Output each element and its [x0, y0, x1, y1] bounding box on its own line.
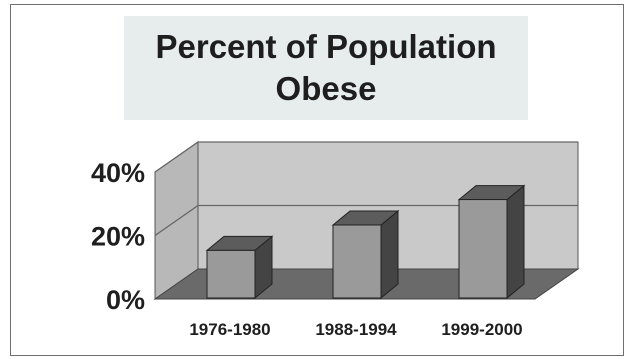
y-tick-label: 0%: [106, 285, 145, 315]
bar-front: [458, 199, 508, 299]
x-category-label: 1976-1980: [189, 320, 270, 339]
bar: [457, 184, 526, 300]
bar: [331, 209, 400, 300]
gridline-side: [154, 141, 199, 173]
gridline-side: [154, 204, 199, 237]
x-category-label: 1999-2000: [441, 320, 522, 339]
y-tick-label: 20%: [91, 222, 145, 252]
chart-title: Percent of Population Obese: [155, 28, 497, 107]
bar-side: [506, 184, 525, 300]
bar-front: [332, 224, 382, 299]
bar: [205, 235, 274, 300]
bar-front: [206, 249, 256, 299]
x-category-label: 1988-1994: [315, 320, 397, 339]
y-tick-label: 40%: [91, 158, 145, 188]
chart-title-box: Percent of Population Obese: [124, 16, 528, 120]
bar-side: [380, 209, 399, 300]
